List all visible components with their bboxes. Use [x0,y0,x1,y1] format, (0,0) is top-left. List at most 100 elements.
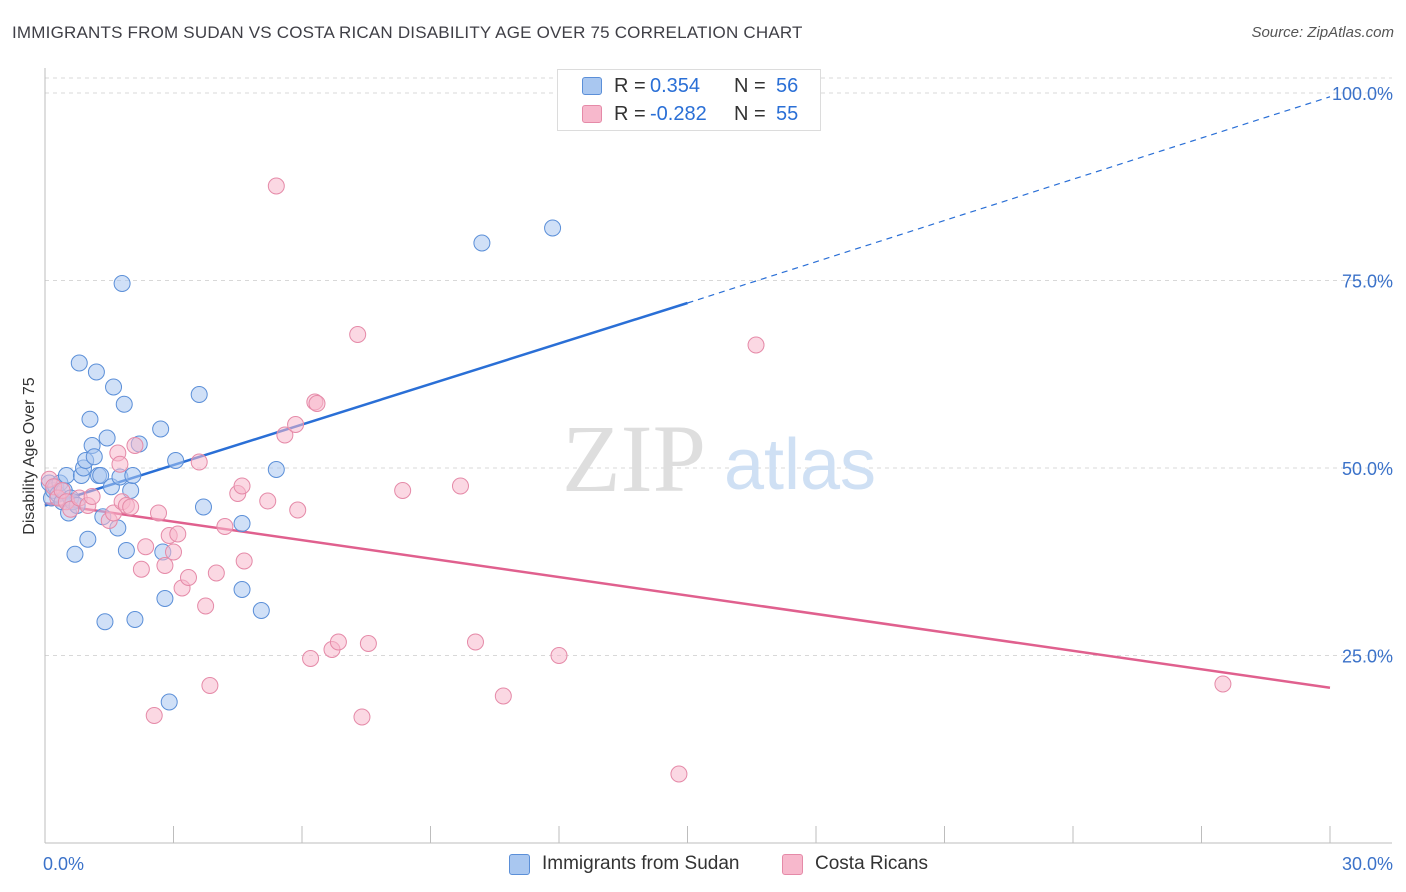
point-costa-rica [550,647,568,664]
point-sudan [87,363,105,381]
point-costa-rica [137,538,155,556]
legend-item-sudan[interactable]: Immigrants from Sudan [509,851,739,877]
point-costa-rica [349,326,367,343]
legend-n-value: 56 [776,74,799,97]
chart-title: IMMIGRANTS FROM SUDAN VS COSTA RICAN DIS… [12,23,803,42]
legend-label-sudan: Immigrants from Sudan [542,853,740,874]
legend-swatch-sudan [582,77,602,95]
legend-label-costa-rica: Costa Ricans [815,853,928,874]
point-costa-rica [353,708,371,726]
legend-r-value: -0.282 [650,102,707,125]
point-sudan [126,611,144,628]
legend-row-costa-rica: R = -0.282 N = 55 [582,102,798,126]
legend-swatch-sudan [509,853,530,875]
point-sudan [194,498,212,516]
point-costa-rica [466,633,484,651]
watermark-zip: ZIP [562,405,706,512]
y-tick-label: 50.0% [1342,459,1393,479]
stats-legend: R = 0.354 N = 56 R = -0.282 N = 55 [557,69,821,131]
y-tick-label: 25.0% [1342,647,1393,667]
point-costa-rica [233,477,251,495]
x-tick-label: 30.0% [1342,854,1393,874]
legend-row-sudan: R = 0.354 N = 56 [582,74,798,98]
point-costa-rica [259,492,277,510]
point-sudan [544,219,562,237]
point-costa-rica [62,500,80,518]
point-costa-rica [156,557,174,574]
point-costa-rica [451,477,469,495]
point-sudan [79,530,97,548]
point-sudan [156,590,174,607]
point-costa-rica [83,488,101,505]
point-costa-rica [150,504,168,522]
legend-n-label: N = [734,74,766,97]
point-sudan [267,461,285,478]
point-costa-rica [165,543,182,561]
point-sudan [473,234,491,252]
point-sudan [233,515,251,532]
point-costa-rica [289,501,307,519]
point-sudan [92,467,110,484]
legend-n-value: 55 [776,102,799,125]
point-costa-rica [267,177,285,195]
point-costa-rica [132,560,150,578]
point-costa-rica [747,336,765,354]
point-costa-rica [308,395,326,412]
point-sudan [96,613,114,631]
point-costa-rica [105,504,123,522]
point-sudan [152,420,170,438]
point-costa-rica [111,455,129,473]
watermark: ZIP atlas [562,405,876,512]
point-sudan [115,395,133,413]
point-costa-rica [197,597,215,615]
point-costa-rica [670,765,688,783]
point-sudan [190,386,208,403]
point-sudan [113,275,131,292]
point-sudan [85,448,103,466]
point-costa-rica [302,650,320,667]
point-sudan [105,378,123,396]
point-costa-rica [145,707,163,724]
legend-r-label: R = [614,102,646,125]
legend-item-costa-rica[interactable]: Costa Ricans [782,851,928,877]
point-sudan [81,410,99,428]
trendline-sudan [44,301,688,507]
legend-n-label: N = [734,102,766,125]
axes [44,68,1392,844]
point-costa-rica [494,687,512,705]
point-sudan [233,581,251,598]
watermark-atlas: atlas [724,425,876,505]
point-costa-rica [207,564,225,582]
point-costa-rica [287,416,305,433]
point-costa-rica [359,635,377,652]
point-sudan [66,545,84,563]
point-sudan [117,542,135,559]
y-tick-label: 75.0% [1342,272,1393,292]
y-axis-label: Disability Age Over 75 [21,377,38,535]
point-costa-rica [169,525,187,543]
point-sudan [70,354,88,372]
point-costa-rica [190,453,208,471]
y-tick-label: 100.0% [1332,84,1393,104]
trendline-sudan-extension [687,96,1331,304]
point-costa-rica [276,426,294,444]
point-sudan [252,602,270,619]
point-sudan [98,429,116,447]
legend-r-value: 0.354 [650,74,701,97]
point-costa-rica [329,633,347,651]
data-points [40,177,1232,783]
tick-labels: 25.0% 50.0% 75.0% 100.0% 0.0% 30.0% [43,84,1393,874]
point-sudan [124,467,142,484]
legend-swatch-costa-rica [582,105,602,123]
point-sudan [167,452,185,469]
legend-r-label: R = [614,74,646,97]
point-costa-rica [122,498,140,516]
point-costa-rica [394,482,412,499]
point-costa-rica [126,437,144,454]
x-tick-label: 0.0% [43,854,84,874]
point-sudan [57,467,75,484]
point-costa-rica [235,552,253,570]
point-costa-rica [179,569,197,586]
point-costa-rica [201,677,219,694]
